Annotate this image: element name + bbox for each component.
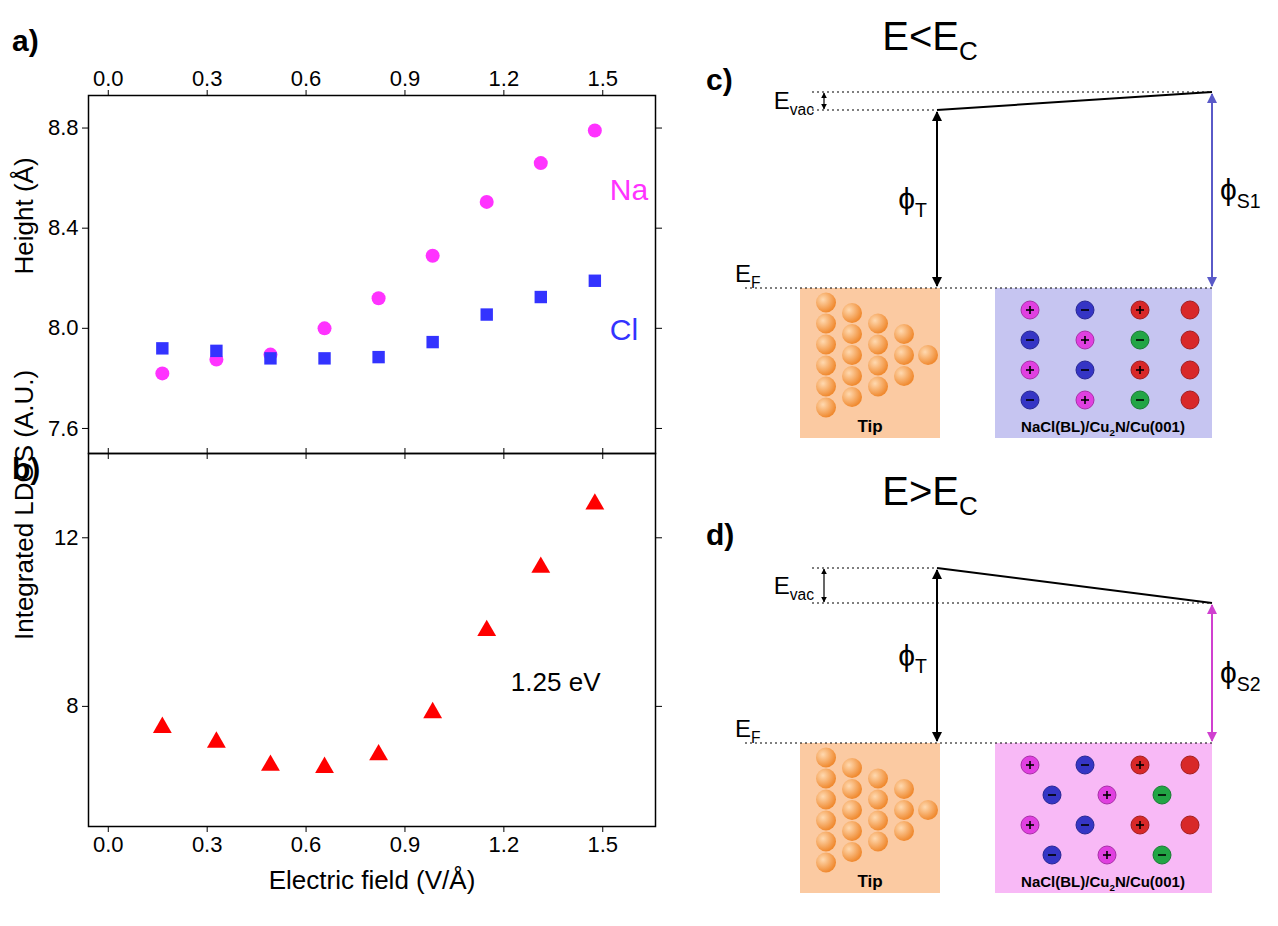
svg-text:7.6: 7.6 (48, 416, 79, 441)
svg-text:E<EC: E<EC (882, 14, 978, 66)
svg-text:Electric field (V/Å): Electric field (V/Å) (269, 865, 476, 895)
svg-text:Integrated LDOS (A.U.): Integrated LDOS (A.U.) (9, 370, 39, 640)
svg-text:EF: EF (735, 260, 761, 291)
svg-text:1.5: 1.5 (587, 66, 618, 91)
svg-text:ϕT: ϕT (898, 639, 927, 678)
svg-text:0.6: 0.6 (291, 832, 322, 857)
svg-text:c): c) (706, 63, 733, 96)
svg-text:0.6: 0.6 (291, 66, 322, 91)
svg-text:Evac: Evac (774, 87, 814, 118)
svg-text:Height (Å): Height (Å) (9, 157, 39, 274)
svg-text:1.2: 1.2 (489, 832, 520, 857)
svg-text:Na: Na (610, 173, 649, 206)
svg-text:ϕS2: ϕS2 (1220, 656, 1261, 695)
svg-text:1.2: 1.2 (489, 66, 520, 91)
svg-text:EF: EF (735, 715, 761, 746)
svg-text:NaCl(BL)/Cu2N/Cu(001): NaCl(BL)/Cu2N/Cu(001) (1021, 873, 1185, 893)
svg-text:ϕT: ϕT (898, 182, 927, 221)
svg-text:d): d) (706, 518, 734, 551)
svg-text:NaCl(BL)/Cu2N/Cu(001): NaCl(BL)/Cu2N/Cu(001) (1021, 418, 1185, 438)
svg-text:1.25 eV: 1.25 eV (511, 667, 601, 697)
svg-text:12: 12 (54, 525, 78, 550)
svg-text:1.5: 1.5 (587, 832, 618, 857)
svg-text:8.8: 8.8 (48, 115, 79, 140)
svg-text:Evac: Evac (774, 572, 814, 603)
svg-text:Tip: Tip (857, 417, 882, 436)
svg-text:0.0: 0.0 (93, 66, 124, 91)
svg-text:8.0: 8.0 (48, 315, 79, 340)
svg-text:ϕS1: ϕS1 (1220, 173, 1261, 212)
svg-text:0.3: 0.3 (192, 832, 223, 857)
svg-text:8: 8 (66, 693, 78, 718)
svg-text:Tip: Tip (857, 872, 882, 891)
svg-text:0.0: 0.0 (93, 832, 124, 857)
svg-text:0.9: 0.9 (390, 66, 421, 91)
svg-text:0.3: 0.3 (192, 66, 223, 91)
svg-text:8.4: 8.4 (48, 215, 79, 240)
svg-text:Cl: Cl (610, 313, 638, 346)
svg-text:E>EC: E>EC (882, 469, 978, 521)
svg-text:0.9: 0.9 (390, 832, 421, 857)
